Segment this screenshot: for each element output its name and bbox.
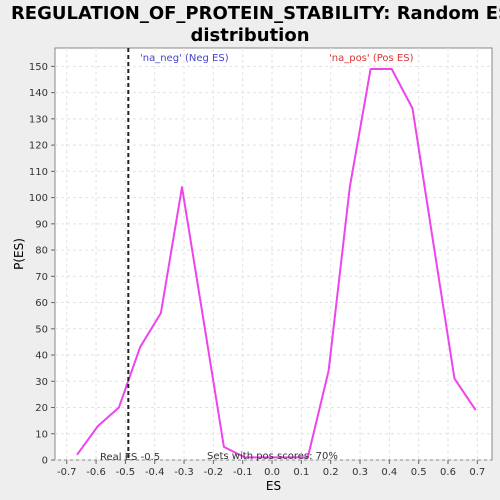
- y-tick-label: 130: [29, 114, 48, 125]
- y-tick-label: 20: [35, 403, 48, 414]
- real-es-label: Real ES -0.5: [100, 452, 160, 463]
- plot-area: [54, 47, 493, 461]
- series-layer: [76, 68, 477, 459]
- x-tick-label: 0.0: [264, 467, 280, 478]
- y-axis-label: P(ES): [12, 238, 26, 270]
- y-tick-label: 0: [42, 456, 48, 467]
- y-tick-label: 50: [35, 324, 48, 335]
- x-tick-label: -0.4: [145, 467, 165, 478]
- y-tick-label: 140: [29, 88, 48, 99]
- x-tick-label: 0.7: [469, 467, 485, 478]
- y-tick-label: 10: [35, 429, 48, 440]
- pos-es-label: 'na_pos' (Pos ES): [329, 53, 414, 64]
- x-tick-label: -0.7: [57, 467, 77, 478]
- x-tick-label: 0.1: [293, 467, 309, 478]
- chart-title-line2: distribution: [190, 25, 309, 46]
- neg-es-label: 'na_neg' (Neg ES): [140, 53, 229, 64]
- y-tick-label: 100: [29, 193, 48, 204]
- x-tick-label: -0.2: [204, 467, 224, 478]
- es-series-line: [76, 68, 477, 459]
- x-tick-label: 0.3: [352, 467, 368, 478]
- x-tick-label: -0.5: [116, 467, 136, 478]
- x-tick-label: 0.5: [411, 467, 427, 478]
- axes: 0 10 20 30 40 50 60 70 80 90 100 110 120 130 140 150 -0.…: [29, 62, 485, 478]
- y-tick-label: 40: [35, 351, 48, 362]
- y-tick-label: 120: [29, 141, 48, 152]
- chart-title-line1: REGULATION_OF_PROTEIN_STABILITY: Random …: [11, 3, 500, 24]
- x-axis-label: ES: [266, 479, 281, 493]
- x-tick-label: 0.4: [381, 467, 397, 478]
- x-tick-label: -0.1: [233, 467, 253, 478]
- y-tick-label: 150: [29, 62, 48, 73]
- y-tick-label: 80: [35, 246, 48, 257]
- x-tick-label: -0.6: [86, 467, 106, 478]
- x-tick-label: -0.3: [174, 467, 194, 478]
- y-tick-label: 60: [35, 298, 48, 309]
- x-tick-label: 0.6: [440, 467, 456, 478]
- y-tick-label: 110: [29, 167, 48, 178]
- pos-scores-label: Sets with pos scores: 70%: [207, 451, 338, 462]
- y-tick-label: 70: [35, 272, 48, 283]
- x-tick-label: 0.2: [323, 467, 339, 478]
- y-tick-label: 90: [35, 219, 48, 230]
- y-tick-label: 30: [35, 377, 48, 388]
